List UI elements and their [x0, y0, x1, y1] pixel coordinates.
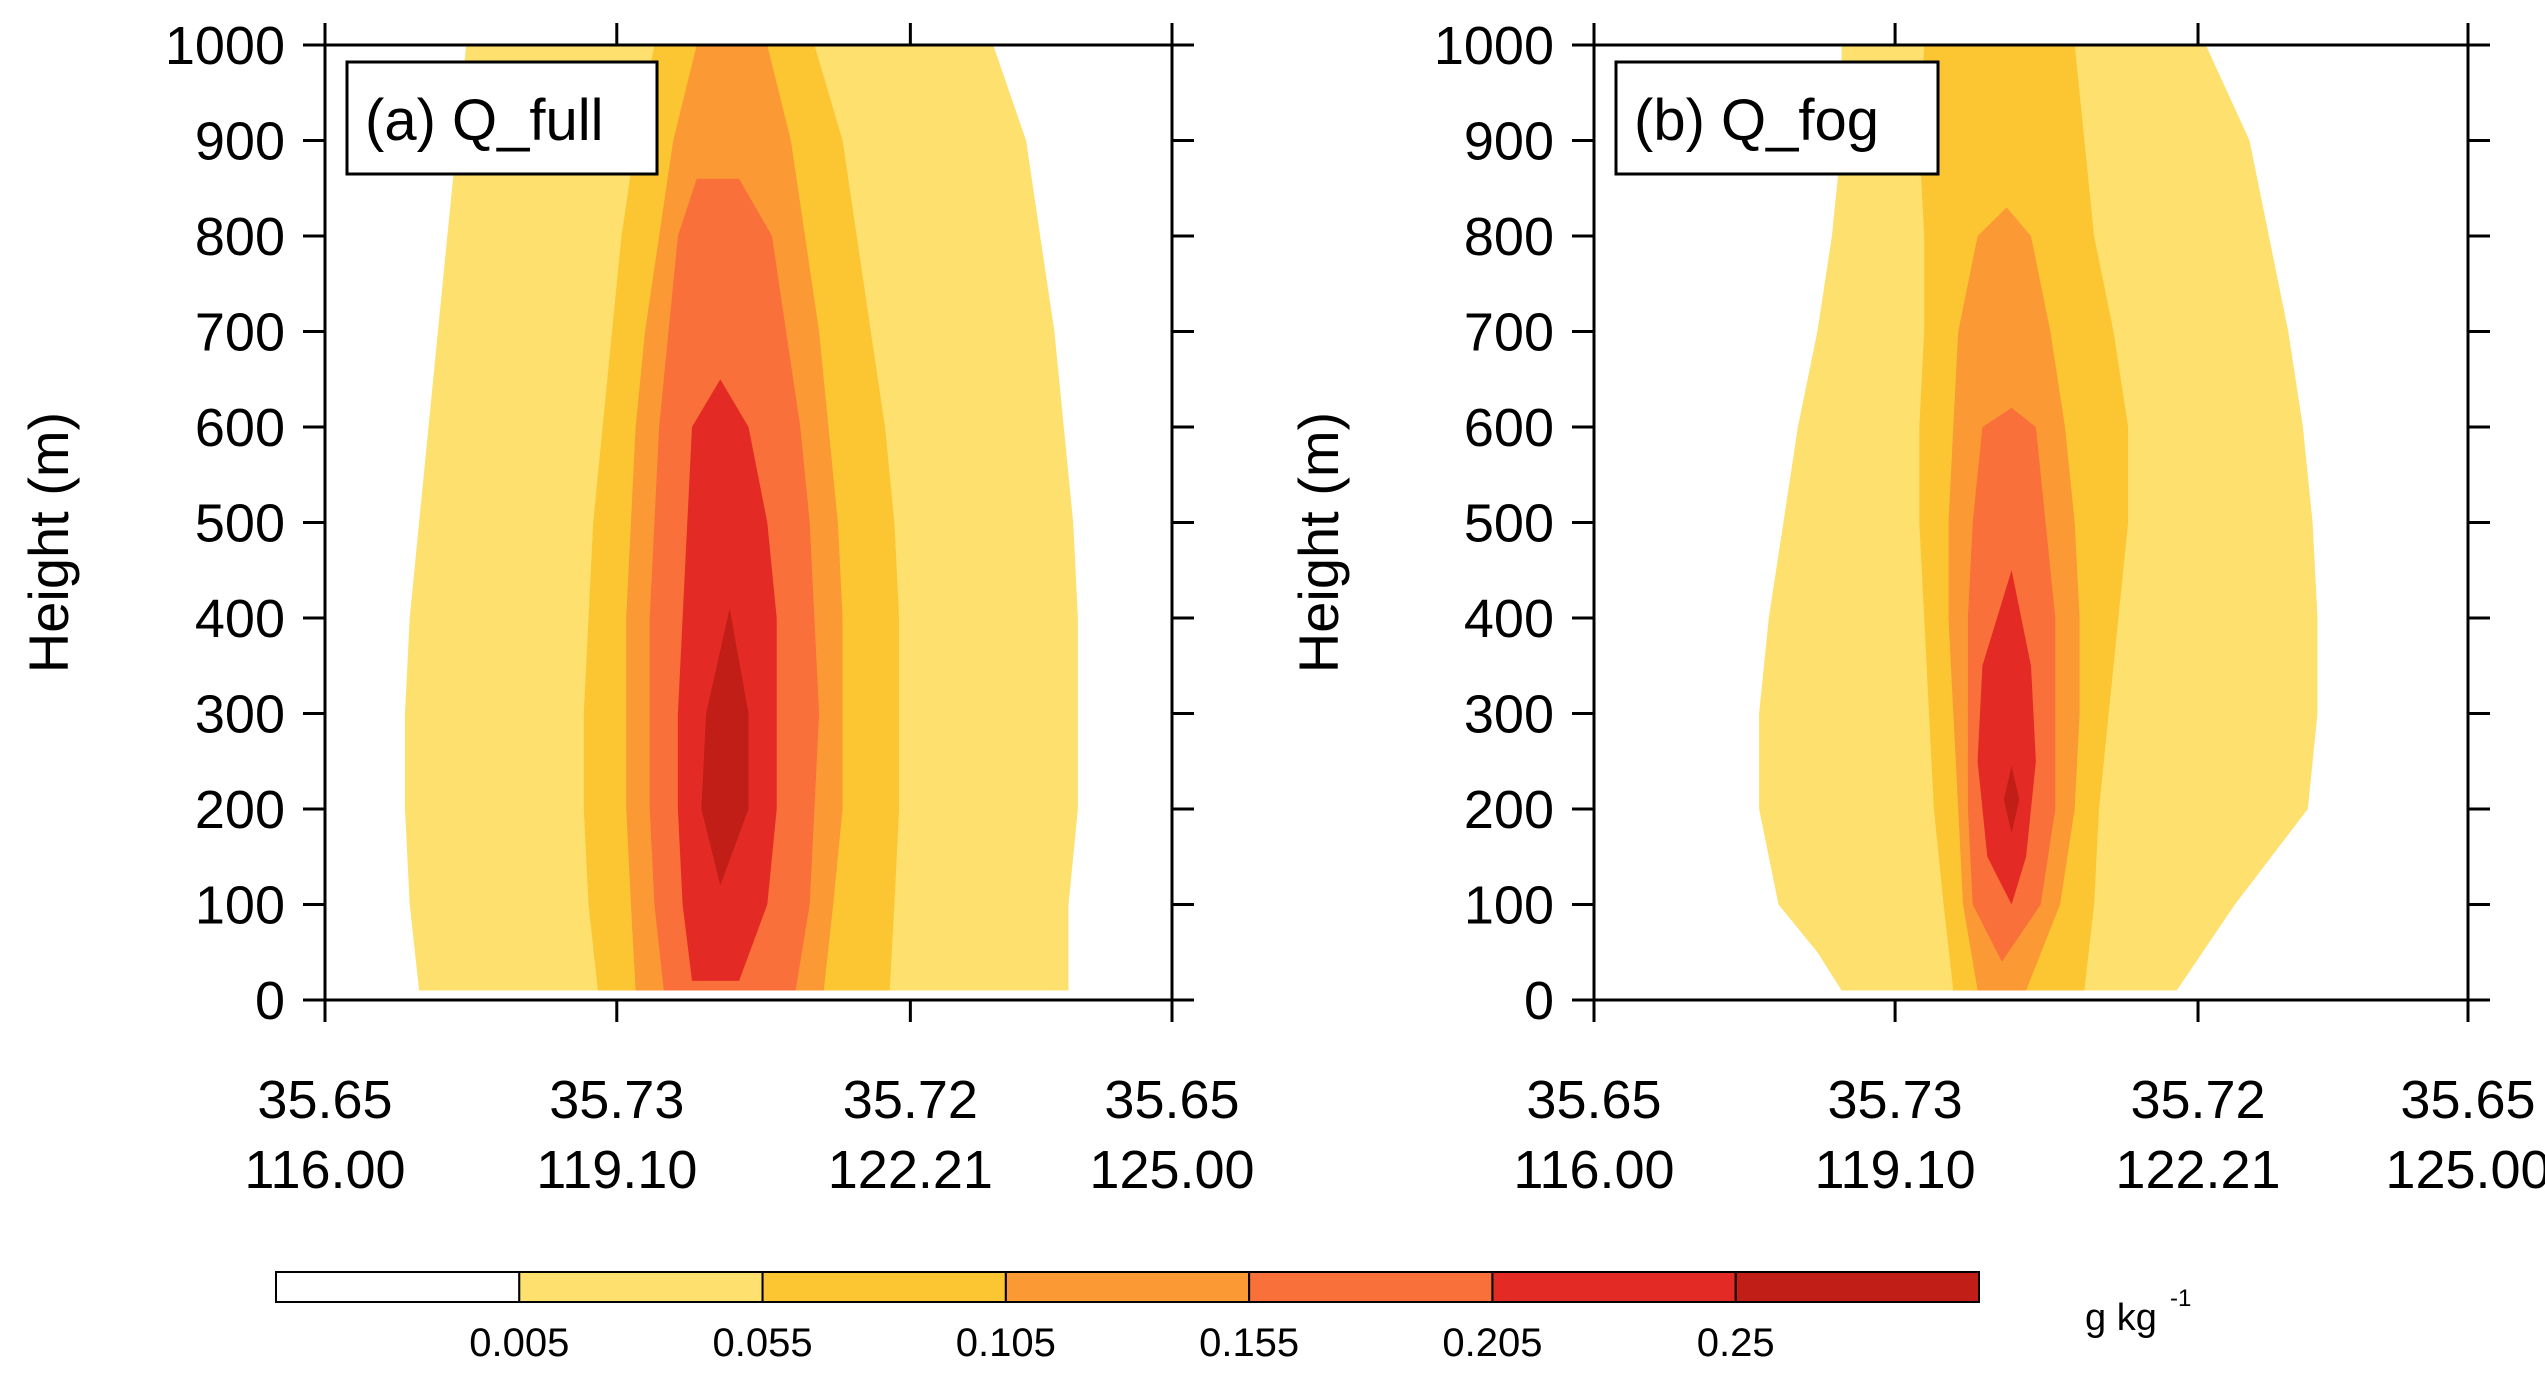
colorbar-swatch — [1491, 1271, 1737, 1303]
colorbar-tick-label: 0.005 — [469, 1321, 569, 1365]
colorbar-unit-sup: -1 — [2170, 1285, 2191, 1312]
y-tick-label: 300 — [1464, 685, 1554, 745]
y-tick-label: 800 — [195, 207, 285, 267]
colorbar-tick-label: 0.25 — [1697, 1321, 1775, 1365]
y-tick-label: 500 — [195, 494, 285, 554]
x-tick-label-lat: 35.65 — [1104, 1070, 1239, 1130]
colorbar: 0.005 0.055 0.105 0.155 0.205 0.25 g kg -1 — [275, 1271, 2191, 1365]
y-tick-label: 200 — [195, 780, 285, 840]
colorbar-swatch — [275, 1271, 521, 1303]
x-tick-label-lat: 35.73 — [549, 1070, 684, 1130]
x-tick-label-lon: 116.00 — [1513, 1140, 1674, 1200]
y-tick-label: 0 — [1524, 971, 1554, 1031]
x-tick-label-lat: 35.65 — [1526, 1070, 1661, 1130]
y-tick-label: 400 — [1464, 589, 1554, 649]
y-tick-label: 100 — [195, 876, 285, 936]
x-tick-label-lon: 122.21 — [828, 1140, 993, 1200]
colorbar-tick-label: 0.105 — [956, 1321, 1056, 1365]
panel-b-chart: 1000900800700600500400300200100035.65116… — [1287, 16, 2545, 1200]
colorbar-swatch — [1248, 1271, 1494, 1303]
panel-label-box — [1614, 60, 1940, 176]
x-tick-label-lon: 125.00 — [2385, 1140, 2545, 1200]
x-tick-label-lat: 35.65 — [2400, 1070, 2535, 1130]
y-tick-label: 1000 — [165, 16, 285, 76]
y-axis-title: Height (m) — [17, 412, 80, 673]
panel-a-chart: 1000900800700600500400300200100035.65116… — [17, 16, 1255, 1200]
contour-fill-level-5 — [1977, 570, 2036, 905]
y-tick-label: 900 — [1464, 112, 1554, 172]
y-tick-label: 500 — [1464, 494, 1554, 554]
colorbar-tick-label: 0.205 — [1442, 1321, 1542, 1365]
contour-fill-level-6 — [701, 608, 749, 886]
y-axis-title: Height (m) — [1287, 412, 1350, 673]
x-tick-label-lat: 35.72 — [843, 1070, 978, 1130]
colorbar-tick-label: 0.155 — [1199, 1321, 1299, 1365]
contour-fill-level-6 — [2003, 766, 2020, 833]
y-tick-label: 0 — [255, 971, 285, 1031]
panel-label: (a) Q_full — [365, 88, 604, 153]
y-tick-label: 1000 — [1434, 16, 1554, 76]
colorbar-swatch — [761, 1271, 1007, 1303]
y-tick-label: 800 — [1464, 207, 1554, 267]
y-tick-label: 300 — [195, 685, 285, 745]
x-tick-label-lat: 35.72 — [2130, 1070, 2265, 1130]
y-tick-label: 600 — [195, 398, 285, 458]
y-tick-label: 200 — [1464, 780, 1554, 840]
x-tick-label-lat: 35.65 — [257, 1070, 392, 1130]
x-tick-label-lon: 119.10 — [536, 1140, 697, 1200]
colorbar-swatch — [518, 1271, 764, 1303]
x-tick-label-lon: 116.00 — [244, 1140, 405, 1200]
colorbar-swatch — [1004, 1271, 1251, 1303]
y-tick-label: 400 — [195, 589, 285, 649]
panel-label-box — [345, 60, 659, 176]
colorbar-tick-label: 0.055 — [713, 1321, 813, 1365]
y-tick-label: 600 — [1464, 398, 1554, 458]
y-tick-label: 700 — [1464, 303, 1554, 363]
y-tick-label: 100 — [1464, 876, 1554, 936]
x-tick-label-lon: 122.21 — [2115, 1140, 2280, 1200]
x-tick-label-lat: 35.73 — [1828, 1070, 1963, 1130]
x-tick-label-lon: 119.10 — [1815, 1140, 1976, 1200]
colorbar-unit: g kg — [2085, 1297, 2157, 1339]
colorbar-swatch — [1734, 1271, 1980, 1303]
y-tick-label: 700 — [195, 303, 285, 363]
panel-label: (b) Q_fog — [1634, 88, 1879, 153]
y-tick-label: 900 — [195, 112, 285, 172]
x-tick-label-lon: 125.00 — [1089, 1140, 1254, 1200]
